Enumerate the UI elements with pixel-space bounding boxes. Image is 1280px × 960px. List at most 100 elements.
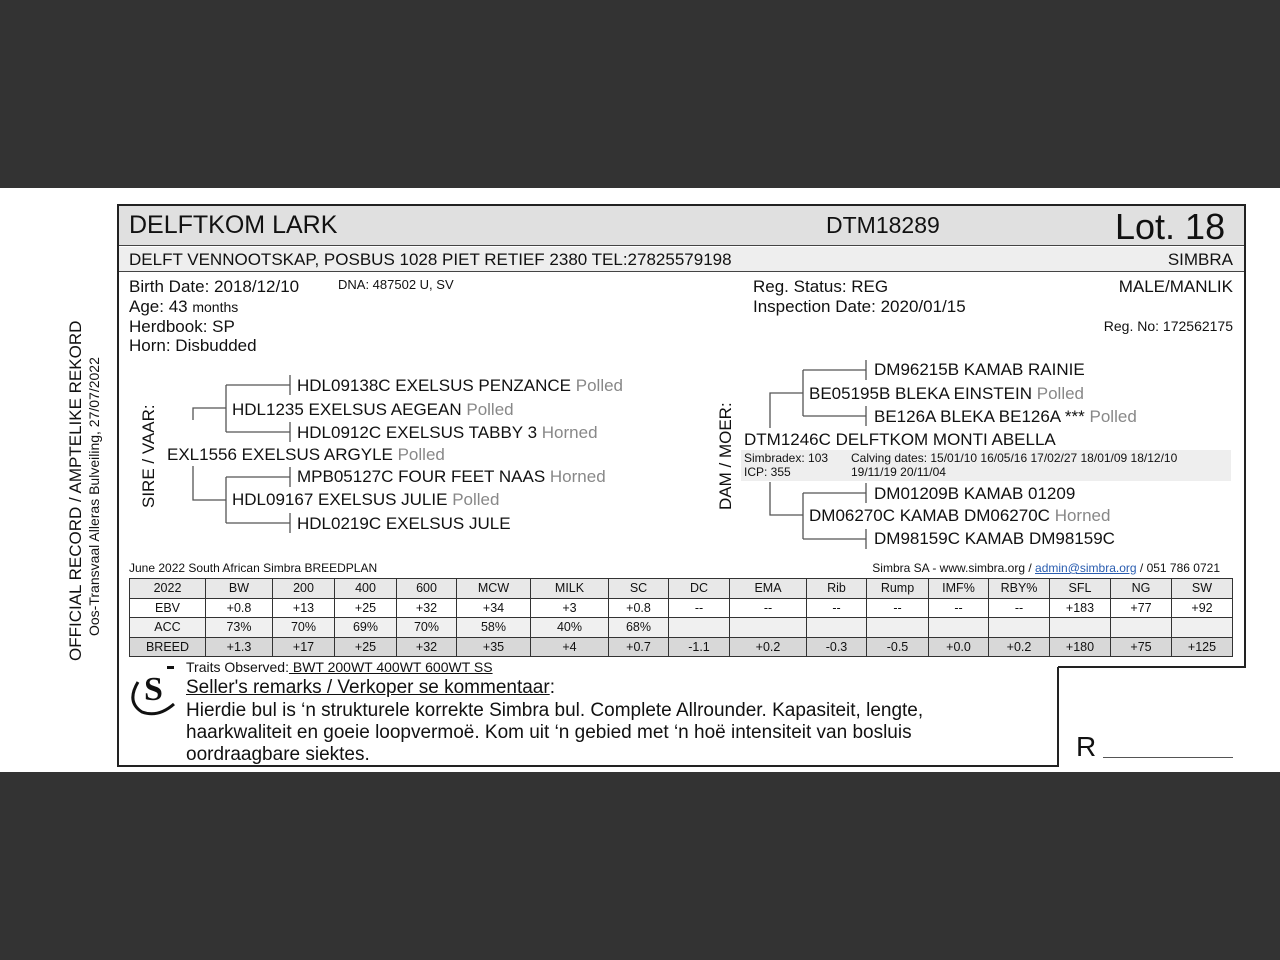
title-bar bbox=[119, 206, 1244, 246]
table-cell: +92 bbox=[1171, 597, 1233, 618]
remarks-box bbox=[117, 667, 1059, 767]
table-cell: +3 bbox=[530, 597, 609, 618]
table-cell: BREED bbox=[129, 636, 206, 657]
table-cell: +1.3 bbox=[205, 636, 273, 657]
table-cell: 400 bbox=[334, 578, 397, 599]
dam-dam-dam: DM98159C KAMAB DM98159C bbox=[874, 529, 1115, 548]
table-cell: -- bbox=[729, 597, 807, 618]
dam-label: DAM / MOER: bbox=[716, 402, 735, 510]
table-row: ACC 73% 70% 69% 70% 58% 40% 68% bbox=[129, 617, 1233, 638]
horn: Polled bbox=[575, 376, 624, 395]
age-unit: months bbox=[192, 299, 239, 315]
table-cell: +32 bbox=[396, 636, 457, 657]
table-cell: Rib bbox=[806, 578, 867, 599]
reg-no: Reg. No: 172562175 bbox=[1103, 318, 1233, 334]
table-cell: +17 bbox=[272, 636, 335, 657]
table-cell: +75 bbox=[1110, 636, 1172, 657]
herdbook: Herdbook: SP bbox=[129, 317, 235, 336]
table-cell: 40% bbox=[530, 617, 609, 638]
dam-dam-sire: DM01209B KAMAB 01209 bbox=[874, 484, 1076, 503]
table-cell: +25 bbox=[334, 636, 397, 657]
animal-id: DTM18289 bbox=[826, 212, 940, 238]
horn: Polled bbox=[1036, 384, 1085, 403]
horn: Polled bbox=[466, 400, 514, 419]
table-cell: Rump bbox=[866, 578, 929, 599]
table-cell: RBY% bbox=[988, 578, 1050, 599]
remarks-line-2: haarkwaliteit en goeie loopvermoë. Kom u… bbox=[186, 722, 912, 743]
table-cell: -- bbox=[928, 597, 989, 618]
table-cell: +34 bbox=[456, 597, 531, 618]
breed: SIMBRA bbox=[1167, 250, 1233, 269]
age: Age: 43 bbox=[129, 297, 188, 316]
table-cell: EBV bbox=[129, 597, 206, 618]
remarks-title: Seller's remarks / Verkoper se kommentaa… bbox=[186, 677, 550, 698]
horn: Polled bbox=[1089, 407, 1137, 426]
horn-status: Horn: Disbudded bbox=[129, 336, 257, 355]
table-cell: SFL bbox=[1049, 578, 1111, 599]
animal-name: DELFTKOM LARK bbox=[129, 211, 338, 239]
horn: Horned bbox=[541, 423, 598, 442]
table-cell: +35 bbox=[456, 636, 531, 657]
table-cell: MCW bbox=[456, 578, 531, 599]
traits-label: Traits Observed: bbox=[186, 659, 289, 675]
traits-observed: BWT 200WT 400WT 600WT SS bbox=[288, 659, 493, 675]
table-header-row: 2022 BW 200 400 600 MCW MILK SC DC EMA Rib Rump IMF%… bbox=[129, 578, 1233, 599]
table-cell: +13 bbox=[272, 597, 335, 618]
table-cell: +183 bbox=[1049, 597, 1111, 618]
email-link[interactable]: admin@simbra.org bbox=[1035, 561, 1137, 575]
dam-sire: BE05195B BLEKA EINSTEIN bbox=[809, 384, 1033, 403]
simbra-logo: S bbox=[130, 662, 176, 722]
table-cell: -- bbox=[668, 597, 730, 618]
table-cell: -1.1 bbox=[668, 636, 730, 657]
table-cell bbox=[928, 617, 989, 638]
calving-dates-cont: 19/11/19 20/11/04 bbox=[851, 465, 946, 479]
table-cell: 200 bbox=[272, 578, 335, 599]
table-cell: +125 bbox=[1171, 636, 1233, 657]
table-cell bbox=[866, 617, 929, 638]
calving-dates: Calving dates: 15/01/10 16/05/16 17/02/2… bbox=[851, 451, 1178, 465]
table-cell: +0.0 bbox=[928, 636, 989, 657]
table-cell: +0.8 bbox=[205, 597, 273, 618]
remarks-line-3: oordraagbare siektes. bbox=[186, 744, 370, 765]
table-cell bbox=[1049, 617, 1111, 638]
table-cell: SW bbox=[1171, 578, 1233, 599]
birth-date: Birth Date: 2018/12/10 bbox=[129, 277, 300, 296]
table-cell: 2022 bbox=[129, 578, 206, 599]
dam-stats-band bbox=[741, 450, 1231, 481]
table-cell: +180 bbox=[1049, 636, 1111, 657]
table-cell: 600 bbox=[396, 578, 457, 599]
horn: Polled bbox=[452, 490, 500, 509]
colon: : bbox=[549, 677, 555, 698]
table-cell: +32 bbox=[396, 597, 457, 618]
table-cell bbox=[729, 617, 807, 638]
breedplan-title: June 2022 South African Simbra BREEDPLAN bbox=[129, 561, 378, 575]
price-input-line[interactable] bbox=[1103, 757, 1233, 758]
table-cell: 70% bbox=[396, 617, 457, 638]
table-row: EBV +0.8 +13 +25 +32 +34 +3 +0.8 -- -- -- -- -- -- +18… bbox=[129, 597, 1233, 618]
table-cell: 69% bbox=[334, 617, 397, 638]
table-cell bbox=[1110, 617, 1172, 638]
table-cell: EMA bbox=[729, 578, 807, 599]
dam-sire-dam: BE126A BLEKA BE126A *** bbox=[874, 407, 1085, 426]
sire-label: SIRE / VAAR: bbox=[139, 404, 158, 508]
table-cell: -0.3 bbox=[806, 636, 867, 657]
table-cell bbox=[1171, 617, 1233, 638]
dam-sire-sire: DM96215B KAMAB RAINIE bbox=[874, 360, 1085, 379]
table-cell: +0.2 bbox=[988, 636, 1050, 657]
logo-text: S bbox=[144, 671, 163, 708]
table-cell: -- bbox=[866, 597, 929, 618]
table-cell: 58% bbox=[456, 617, 531, 638]
phone: / 051 786 0721 bbox=[1136, 561, 1220, 575]
table-cell: 73% bbox=[205, 617, 273, 638]
owner-bar bbox=[119, 247, 1244, 272]
table-cell bbox=[988, 617, 1050, 638]
table-cell bbox=[668, 617, 730, 638]
lot-card bbox=[117, 204, 1246, 667]
table-cell: BW bbox=[205, 578, 273, 599]
contact: Simbra SA - www.simbra.org / bbox=[872, 561, 1036, 575]
table-cell bbox=[806, 617, 867, 638]
remarks-line-1: Hierdie bul is ‘n strukturele korrekte S… bbox=[186, 700, 924, 721]
horn: Polled bbox=[397, 445, 445, 464]
table-cell: +0.8 bbox=[608, 597, 669, 618]
sex: MALE/MANLIK bbox=[1118, 277, 1233, 296]
